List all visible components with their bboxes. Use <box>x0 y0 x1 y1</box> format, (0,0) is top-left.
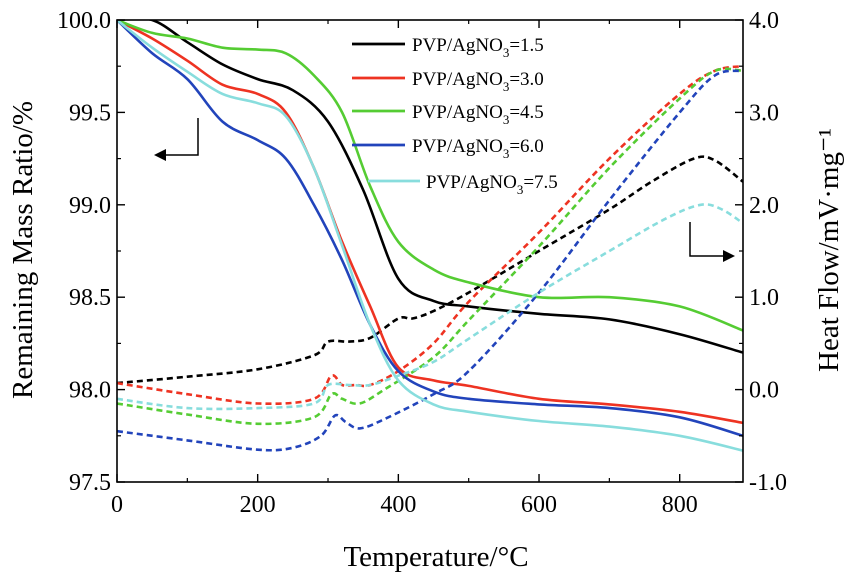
axes: 0 200 400 600 800 97.5 98.0 98.5 99.0 99.5 100.0 -1… <box>57 8 787 518</box>
legend-label-name: PVP/AgNO <box>412 136 503 157</box>
dsc-line-series-2 <box>117 64 743 406</box>
legend-label-name: PVP/AgNO <box>426 172 517 193</box>
dsc-line-series-4 <box>117 69 743 452</box>
series-layer <box>117 20 743 452</box>
y-right-tick-label: -1.0 <box>749 470 787 496</box>
dsc-line-series-3 <box>117 67 743 426</box>
legend-label-ratio: =4.5 <box>509 102 543 123</box>
x-tick-label: 0 <box>111 492 123 518</box>
y-left-tick-label: 97.5 <box>69 470 111 496</box>
y-left-tick-label: 98.5 <box>69 285 111 311</box>
tg-line-series-5 <box>117 20 743 452</box>
y-left-tick-label: 100.0 <box>57 8 111 34</box>
legend: PVP/AgNO3=1.5PVP/AgNO3=3.0PVP/AgNO3=4.5P… <box>352 35 558 197</box>
legend-label-subscript: 3 <box>517 182 524 197</box>
legend-label-1: PVP/AgNO3=1.5 <box>412 35 544 60</box>
legend-label-name: PVP/AgNO <box>412 35 503 56</box>
legend-label-subscript: 3 <box>503 146 510 161</box>
y-right-tick-label: 1.0 <box>749 285 779 311</box>
y-right-tick-label: 0.0 <box>749 378 779 404</box>
legend-label-ratio: =7.5 <box>523 172 557 193</box>
x-tick-label: 400 <box>380 492 416 518</box>
arrow-left-head <box>154 149 166 161</box>
arrow-right-head <box>723 250 735 262</box>
legend-label-ratio: =3.0 <box>509 69 543 90</box>
legend-label-subscript: 3 <box>503 112 510 127</box>
dsc-line-series-1 <box>117 155 743 385</box>
y-right-tick-label: 3.0 <box>749 100 779 126</box>
legend-label-subscript: 3 <box>503 45 510 60</box>
y-left-tick-label: 99.5 <box>69 100 111 126</box>
tg-line-series-1 <box>117 20 743 354</box>
x-tick-label: 600 <box>521 492 557 518</box>
arrow-left <box>160 118 199 156</box>
x-tick-label: 800 <box>662 492 698 518</box>
legend-label-5: PVP/AgNO3=7.5 <box>426 172 558 197</box>
legend-label-ratio: =6.0 <box>509 136 543 157</box>
legend-label-2: PVP/AgNO3=3.0 <box>412 69 544 94</box>
tg-line-series-3 <box>117 20 743 332</box>
x-axis-title: Temperature/°C <box>343 541 528 573</box>
y-right-axis-title: Heat Flow/mV·mg⁻¹ <box>813 128 845 372</box>
arrow-right <box>689 222 728 257</box>
x-tick-label: 200 <box>240 492 276 518</box>
dsc-line-series-5 <box>117 203 743 411</box>
y-right-tick-label: 2.0 <box>749 193 779 219</box>
annotations <box>154 118 735 262</box>
legend-label-subscript: 3 <box>503 79 510 94</box>
legend-label-3: PVP/AgNO3=4.5 <box>412 102 544 127</box>
legend-label-name: PVP/AgNO <box>412 69 503 90</box>
y-left-tick-label: 99.0 <box>69 193 111 219</box>
y-left-axis-title: Remaining Mass Ratio/% <box>7 101 39 399</box>
legend-label-ratio: =1.5 <box>509 35 543 56</box>
y-right-tick-label: 4.0 <box>749 8 779 34</box>
y-left-tick-label: 98.0 <box>69 378 111 404</box>
legend-label-4: PVP/AgNO3=6.0 <box>412 136 544 161</box>
tg-line-series-2 <box>117 20 743 425</box>
legend-label-name: PVP/AgNO <box>412 102 503 123</box>
